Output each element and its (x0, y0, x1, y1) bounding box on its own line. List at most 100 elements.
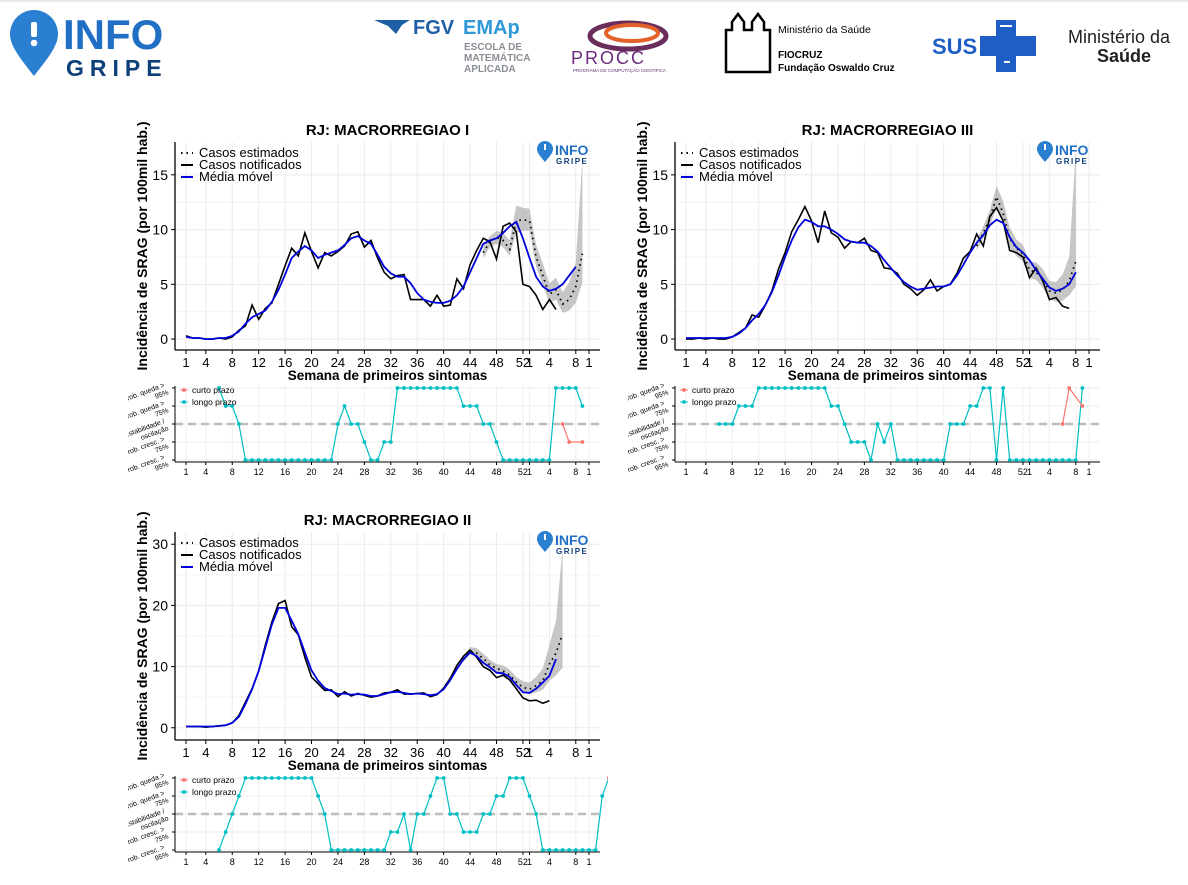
x-tick-label: 36 (410, 355, 424, 370)
trend-longo-prazo-point (382, 848, 387, 852)
trend-x-tick-label: 20 (307, 467, 317, 477)
trend-x-tick-label: 40 (439, 467, 449, 477)
trend-legend-label-curto: curto prazo (192, 775, 235, 785)
trend-x-tick-label: 8 (230, 857, 235, 867)
x-tick-label: 28 (357, 355, 371, 370)
trend-longo-prazo-point (263, 458, 268, 462)
trend-longo-prazo-point (481, 422, 486, 426)
trend-x-tick-label: 4 (547, 467, 552, 477)
legend-label-estimated: Casos estimados (699, 145, 799, 160)
trend-longo-prazo-point (580, 848, 585, 852)
trend-longo-prazo-point (1067, 458, 1072, 462)
trend-longo-prazo-point (882, 440, 887, 444)
trend-longo-prazo-point (375, 458, 380, 462)
trend-curto-prazo-line (562, 423, 583, 443)
trend-longo-prazo-point (289, 458, 294, 462)
trend-level-label: 75% (154, 833, 170, 844)
chart-title: RJ: MACRORREGIAO III (802, 122, 974, 139)
trend-x-tick-label: 52 (1018, 467, 1028, 477)
series-casos-notificados (686, 204, 1070, 340)
trend-longo-prazo-point (1040, 458, 1045, 462)
sus-logo[interactable]: SUS (932, 20, 1036, 72)
trend-x-tick-label: 32 (886, 467, 896, 477)
trend-x-tick-label: 12 (754, 467, 764, 477)
trend-x-tick-label: 8 (230, 467, 235, 477)
trend-longo-prazo-point (717, 422, 721, 426)
trend-curto-prazo-point (567, 440, 572, 444)
trend-longo-prazo-point (223, 404, 228, 408)
x-tick-label: 12 (251, 745, 265, 760)
trend-longo-prazo-point (402, 386, 406, 390)
trend-longo-prazo-point (554, 386, 558, 390)
trend-legend-label-curto: curto prazo (692, 385, 735, 395)
trend-x-tick-label: 4 (203, 857, 208, 867)
trend-longo-prazo-point (763, 386, 768, 390)
trend-longo-prazo-point (501, 458, 506, 462)
x-tick-label: 1 (1026, 355, 1033, 370)
trend-legend-dot-curto (182, 388, 186, 392)
x-tick-label: 8 (229, 355, 236, 370)
trend-curto-prazo (1060, 386, 1085, 426)
trend-longo-prazo-point (776, 386, 781, 390)
trend-longo-prazo-point (395, 386, 400, 390)
ministerio-saude-logo[interactable]: Ministério da Saúde (1068, 27, 1171, 66)
trend-longo-prazo-point (336, 422, 340, 426)
trend-longo-prazo-point (256, 776, 261, 780)
trend-curto-prazo-point (1060, 422, 1065, 426)
trend-longo-prazo-point (316, 458, 321, 462)
trend-longo-prazo-point (283, 776, 287, 780)
watermark-word2: GRIPE (556, 547, 588, 556)
legend-label-moving-avg: Média móvel (199, 169, 273, 184)
y-tick-label: 30 (152, 536, 168, 552)
trend-longo-prazo-point (342, 404, 347, 408)
trend-x-tick-label: 52 (518, 467, 528, 477)
x-tick-label: 16 (778, 355, 792, 370)
y-tick-label: 10 (152, 222, 168, 238)
trend-longo-prazo-point (507, 776, 512, 780)
trend-longo-prazo-point (547, 848, 552, 852)
trend-longo-prazo-point (494, 794, 499, 798)
legend-label-estimated: Casos estimados (199, 145, 299, 160)
trend-longo-prazo-point (743, 404, 748, 408)
trend-longo-prazo-point (309, 776, 314, 780)
cross-icon (980, 20, 1036, 72)
trend-x-tick-label: 24 (833, 467, 843, 477)
trend-longo-prazo-point (349, 422, 354, 426)
trend-x-tick-label: 8 (1073, 467, 1078, 477)
x-tick-label: 1 (182, 355, 189, 370)
trend-longo-prazo-point (428, 794, 433, 798)
trend-longo-prazo-point (862, 440, 867, 444)
trend-longo-prazo-point (501, 794, 506, 798)
trend-longo-prazo-point (534, 812, 539, 816)
trend-x-tick-label: 48 (492, 467, 502, 477)
grid (175, 142, 600, 350)
trend-longo-prazo (717, 386, 1085, 463)
procc-logo[interactable]: PROCC PROGRAMA DE COMPUTAÇÃO CIENTÍFICA (571, 20, 669, 73)
x-tick-label: 36 (910, 355, 924, 370)
trend-longo-prazo-point (250, 776, 254, 780)
trend-longo-prazo-point (941, 458, 946, 462)
trend-x-tick-label: 52 (518, 857, 528, 867)
trend-level-label: 75% (154, 797, 170, 808)
top-border (0, 0, 1188, 2)
trend-longo-prazo-point (750, 404, 754, 408)
x-tick-label: 1 (182, 745, 189, 760)
x-tick-label: 44 (463, 355, 477, 370)
sus-text: SUS (932, 34, 977, 59)
fgv-emap-logo[interactable]: FGV EMAp ESCOLA DE MATEMÁTICA APLICADA (374, 17, 530, 75)
trend-longo-prazo-point (1007, 458, 1012, 462)
trend-curto-prazo (560, 422, 585, 444)
trend-longo-prazo-point (842, 422, 847, 426)
trend-longo-prazo-point (408, 848, 413, 852)
infogripe-logo[interactable]: INFO GRIPE (10, 10, 168, 81)
x-tick-label: 12 (251, 355, 265, 370)
fiocruz-logo[interactable]: Ministério da Saúde FIOCRUZ Fundação Osw… (724, 11, 895, 74)
trend-longo-prazo-point (269, 776, 274, 780)
trend-longo-prazo-point (435, 386, 439, 390)
confidence-band (976, 150, 1076, 302)
trend-longo-prazo-point (803, 386, 807, 390)
trend-longo-prazo-point (974, 404, 979, 408)
